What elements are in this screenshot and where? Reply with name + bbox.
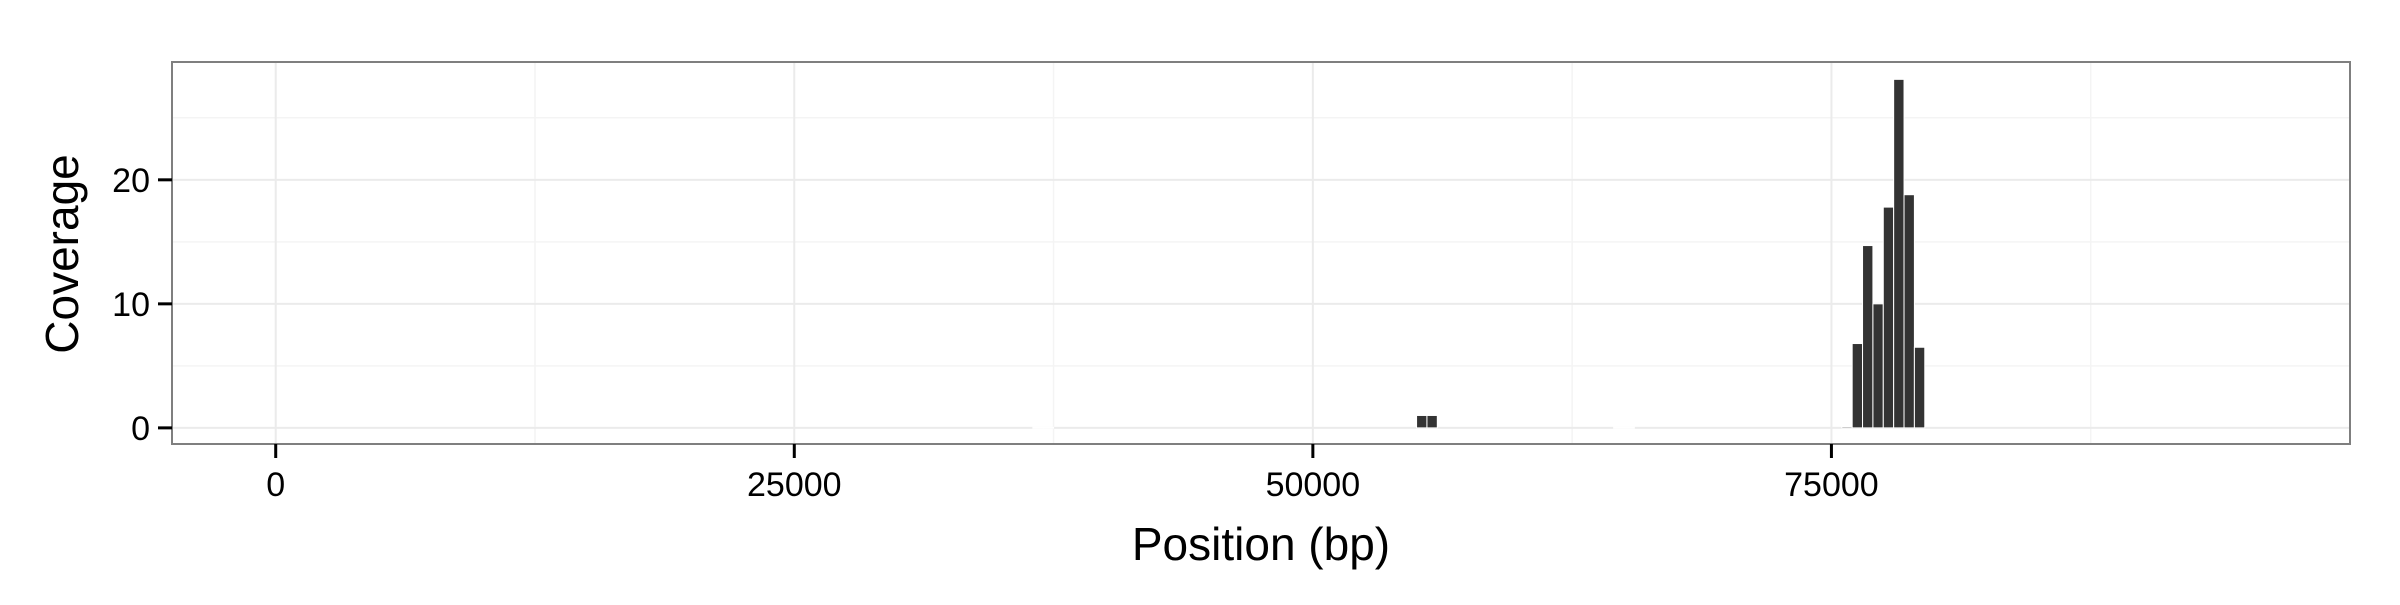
coverage-bar (1613, 426, 1625, 429)
coverage-bar (1872, 303, 1884, 429)
x-tick-label: 75000 (1784, 466, 1879, 504)
x-tick-label: 0 (266, 466, 285, 504)
coverage-bar (1903, 194, 1915, 429)
coverage-bar (1032, 426, 1044, 429)
x-tick-label: 25000 (747, 466, 842, 504)
coverage-bar (1862, 245, 1874, 429)
grid-lines (172, 62, 2350, 444)
coverage-bar (1893, 78, 1905, 429)
coverage-bar (1042, 426, 1055, 429)
x-tick-label: 50000 (1266, 466, 1361, 504)
x-axis: 0 25000 50000 75000 (266, 444, 1879, 504)
bars (1032, 78, 1926, 429)
y-tick-label: 20 (112, 162, 150, 200)
coverage-bar (1913, 346, 1926, 429)
plot-panel-border (171, 61, 2351, 445)
coverage-bar (1426, 414, 1438, 429)
y-axis-label: Coverage (36, 154, 88, 353)
coverage-bar (1851, 343, 1864, 429)
coverage-bar (1841, 426, 1853, 429)
coverage-bar (1416, 414, 1428, 429)
coverage-bar (1623, 426, 1635, 429)
y-tick-label: 10 (112, 286, 150, 324)
coverage-bar (1882, 206, 1895, 429)
y-axis: 0 10 20 (112, 162, 172, 448)
y-tick-label: 0 (131, 410, 150, 448)
x-axis-label: Position (bp) (1132, 518, 1390, 570)
